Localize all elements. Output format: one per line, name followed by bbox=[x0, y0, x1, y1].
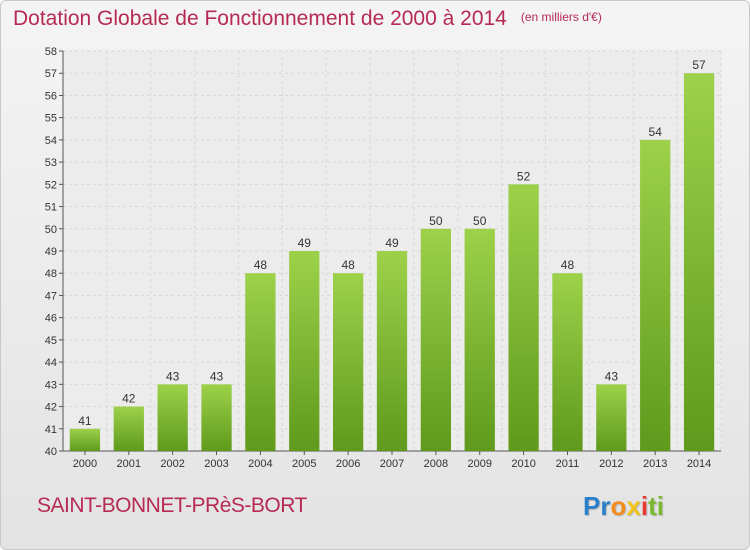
y-tick-label: 49 bbox=[45, 246, 57, 258]
proxiti-logo: Proxiti bbox=[583, 491, 664, 522]
bar bbox=[376, 251, 408, 451]
x-tick-label: 2002 bbox=[160, 458, 184, 470]
bars bbox=[69, 73, 715, 452]
logo-letter: r bbox=[600, 491, 611, 521]
x-tick-label: 2014 bbox=[687, 458, 711, 470]
x-tick-label: 2011 bbox=[556, 458, 580, 470]
bar bbox=[552, 273, 583, 451]
y-tick-label: 57 bbox=[45, 68, 57, 80]
data-label: 43 bbox=[166, 369, 180, 383]
bar bbox=[69, 428, 101, 451]
x-tick-label: 2012 bbox=[599, 458, 623, 470]
bar bbox=[201, 384, 232, 451]
bar bbox=[683, 73, 715, 451]
x-tick-label: 2001 bbox=[117, 458, 141, 470]
y-tick-label: 48 bbox=[45, 268, 57, 280]
logo-letter: P bbox=[583, 491, 601, 521]
labels: 2000 41 2001 42 2002 43 2003 43 2004 48 2005 49 2006… bbox=[73, 58, 712, 470]
bar bbox=[332, 273, 364, 451]
x-tick-label: 2005 bbox=[292, 458, 316, 470]
data-label: 41 bbox=[78, 414, 92, 428]
bar bbox=[640, 139, 671, 451]
y-tick-label: 51 bbox=[45, 202, 57, 214]
y-tick-label: 44 bbox=[45, 357, 57, 369]
logo-letter: x bbox=[626, 491, 641, 521]
data-label: 57 bbox=[692, 58, 706, 72]
commune-name: SAINT-BONNET-PRèS-BORT bbox=[37, 494, 307, 517]
data-label: 54 bbox=[649, 125, 663, 139]
y-tick-label: 47 bbox=[45, 290, 57, 302]
x-tick-label: 2007 bbox=[380, 458, 404, 470]
y-tick-label: 56 bbox=[45, 90, 57, 102]
logo-letter: o bbox=[610, 491, 627, 521]
y-tick-label: 40 bbox=[45, 446, 57, 458]
unit-note: (en milliers d'€) bbox=[520, 10, 602, 24]
x-tick-label: 2013 bbox=[643, 458, 667, 470]
data-label: 49 bbox=[385, 236, 399, 250]
y-tick-label: 42 bbox=[45, 402, 57, 414]
x-tick-label: 2009 bbox=[467, 458, 491, 470]
y-tick-label: 52 bbox=[45, 179, 57, 191]
x-tick-label: 2010 bbox=[511, 458, 535, 470]
data-label: 48 bbox=[341, 258, 355, 272]
data-label: 43 bbox=[605, 369, 619, 383]
data-label: 52 bbox=[517, 169, 531, 183]
bar bbox=[596, 384, 627, 451]
bar bbox=[113, 406, 144, 451]
chart-title: Dotation Globale de Fonctionnement de 20… bbox=[13, 7, 602, 31]
y-tick-label: 45 bbox=[45, 335, 57, 347]
x-tick-label: 2000 bbox=[73, 458, 97, 470]
y-tick-label: 50 bbox=[45, 224, 57, 236]
x-tick-label: 2003 bbox=[204, 458, 228, 470]
data-label: 42 bbox=[122, 392, 136, 406]
logo-letter: i bbox=[656, 491, 664, 521]
data-label: 43 bbox=[210, 369, 224, 383]
y-tick-label: 58 bbox=[45, 46, 57, 58]
data-label: 48 bbox=[561, 258, 575, 272]
x-tick-label: 2008 bbox=[424, 458, 448, 470]
logo-letter: i bbox=[640, 491, 649, 521]
y-tick-label: 43 bbox=[45, 379, 57, 391]
x-tick-label: 2006 bbox=[336, 458, 360, 470]
x-tick-label: 2004 bbox=[248, 458, 272, 470]
y-tick-label: 41 bbox=[45, 424, 57, 436]
data-label: 50 bbox=[473, 214, 487, 228]
data-label: 48 bbox=[254, 258, 268, 272]
title-text: Dotation Globale de Fonctionnement de 20… bbox=[13, 7, 507, 30]
bar bbox=[157, 384, 188, 451]
y-tick-label: 54 bbox=[45, 135, 57, 147]
bar bbox=[289, 251, 320, 451]
y-tick-label: 55 bbox=[45, 113, 57, 125]
bar bbox=[508, 184, 539, 452]
data-label: 50 bbox=[429, 214, 443, 228]
bar bbox=[464, 228, 495, 451]
data-label: 49 bbox=[298, 236, 312, 250]
y-tick-label: 53 bbox=[45, 157, 57, 169]
y-tick-label: 46 bbox=[45, 313, 57, 325]
logo-letter: t bbox=[648, 491, 657, 521]
bar bbox=[245, 273, 276, 451]
bar bbox=[420, 228, 452, 451]
